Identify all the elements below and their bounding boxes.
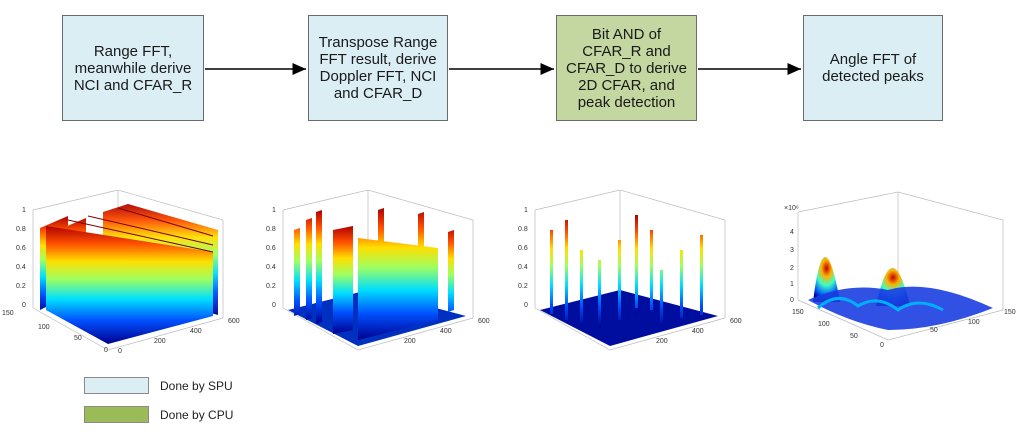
step-text-line: CFAR_R and xyxy=(582,42,671,60)
y-tick: 150 xyxy=(2,310,14,317)
z-tick: 0 xyxy=(790,297,794,304)
x-tick: 400 xyxy=(692,328,704,335)
x-tick: 200 xyxy=(154,338,166,345)
x-tick: 50 xyxy=(930,327,938,334)
x-tick: 600 xyxy=(228,318,240,325)
z-tick: 0.6 xyxy=(16,245,26,252)
x-tick: 0 xyxy=(118,348,122,355)
plot-2d-cfar: 1 0.8 0.6 0.4 0.2 0 200 400 600 xyxy=(518,190,742,351)
plot-surface xyxy=(333,226,454,334)
flow-arrows xyxy=(205,63,801,75)
z-tick: 1 xyxy=(524,207,528,214)
z-tick: 3 xyxy=(790,247,794,254)
plot-frame xyxy=(797,191,1004,341)
z-tick: 1 xyxy=(790,281,794,288)
step-box-range-fft: Range FFT, meanwhile derive NCI and CFAR… xyxy=(62,15,204,121)
z-tick: 0 xyxy=(272,302,276,309)
x-tick: 600 xyxy=(478,318,490,325)
plot-angle-fft: ×10⁶ 4 3 2 1 0 150 100 50 0 50 100 150 xyxy=(784,191,1016,349)
step-text-line: 2D CFAR, and xyxy=(578,76,675,94)
scale-label: ×10⁶ xyxy=(784,205,799,212)
z-tick: 0 xyxy=(22,302,26,309)
z-tick: 0.2 xyxy=(266,283,276,290)
legend-label-cpu: Done by CPU xyxy=(160,408,234,422)
y-tick: 0 xyxy=(880,342,884,349)
z-tick: 4 xyxy=(790,229,794,236)
step-text-line: NCI and CFAR_R xyxy=(73,76,193,94)
step-text-line: Angle FFT of xyxy=(829,51,917,68)
legend-swatch-cpu xyxy=(84,406,149,423)
plot-frame xyxy=(32,190,224,351)
z-tick: 1 xyxy=(272,207,276,214)
legend-label-spu: Done by SPU xyxy=(160,379,233,393)
plot-surface-edge xyxy=(67,207,214,253)
z-tick: 0.6 xyxy=(518,245,528,252)
legend-swatch-spu xyxy=(84,377,149,394)
y-tick: 50 xyxy=(850,333,858,340)
z-tick: 0.4 xyxy=(16,264,26,271)
step-text-line: FFT result, derive xyxy=(319,51,437,68)
plot-surface xyxy=(294,210,322,324)
z-tick: 0.4 xyxy=(266,264,276,271)
plot-range-cfar: 1 0.8 0.6 0.4 0.2 0 150 100 50 0 0 200 4… xyxy=(2,190,240,355)
x-tick: 600 xyxy=(730,318,742,325)
step-text-line: Transpose Range xyxy=(318,34,438,51)
step-text-line: meanwhile derive xyxy=(74,59,192,77)
plot-surface xyxy=(358,208,438,340)
step-box-doppler-fft: Transpose Range FFT result, derive Doppl… xyxy=(308,15,448,121)
z-tick: 0.8 xyxy=(518,226,528,233)
plot-floor xyxy=(540,290,718,346)
plot-doppler-cfar: 1 0.8 0.6 0.4 0.2 0 200 400 600 xyxy=(266,190,490,351)
z-tick: 0.2 xyxy=(16,283,26,290)
y-tick: 50 xyxy=(74,335,82,342)
y-tick: 0 xyxy=(104,347,108,354)
z-tick: 2 xyxy=(790,265,794,272)
z-tick: 0.2 xyxy=(518,283,528,290)
step-text-line: CFAR_D to derive xyxy=(566,59,687,77)
x-tick: 400 xyxy=(440,328,452,335)
plot-frame xyxy=(282,190,474,351)
step-box-angle-fft: Angle FFT of detected peaks xyxy=(803,15,943,121)
step-text-line: detected peaks xyxy=(822,68,924,85)
z-tick: 1 xyxy=(22,207,26,214)
step-text-line: peak detection xyxy=(577,93,676,111)
plot-surface xyxy=(816,297,944,312)
x-tick: 150 xyxy=(1004,309,1016,316)
step-text-line: Bit AND of xyxy=(591,25,662,43)
z-tick: 0.8 xyxy=(266,226,276,233)
step-text-line: Doppler FFT, NCI xyxy=(319,68,437,85)
y-tick: 100 xyxy=(38,324,50,331)
z-tick: 0.4 xyxy=(518,264,528,271)
z-tick: 0.8 xyxy=(16,226,26,233)
z-tick: 0 xyxy=(524,302,528,309)
plots-row: 1 0.8 0.6 0.4 0.2 0 150 100 50 0 0 200 4… xyxy=(2,190,1016,355)
y-tick: 150 xyxy=(792,309,804,316)
step-text-line: Range FFT, xyxy=(93,42,173,60)
step-text-line: and CFAR_D xyxy=(333,85,423,102)
plot-surface xyxy=(46,226,213,344)
plot-spikes xyxy=(550,215,703,328)
x-tick: 400 xyxy=(190,328,202,335)
x-tick: 200 xyxy=(404,338,416,345)
x-tick: 200 xyxy=(656,338,668,345)
plot-surface xyxy=(813,257,840,302)
plot-frame xyxy=(534,190,726,351)
z-tick: 0.6 xyxy=(266,245,276,252)
step-box-2d-cfar: Bit AND of CFAR_R and CFAR_D to derive 2… xyxy=(556,15,697,121)
y-tick: 100 xyxy=(818,321,830,328)
x-tick: 100 xyxy=(968,319,980,326)
